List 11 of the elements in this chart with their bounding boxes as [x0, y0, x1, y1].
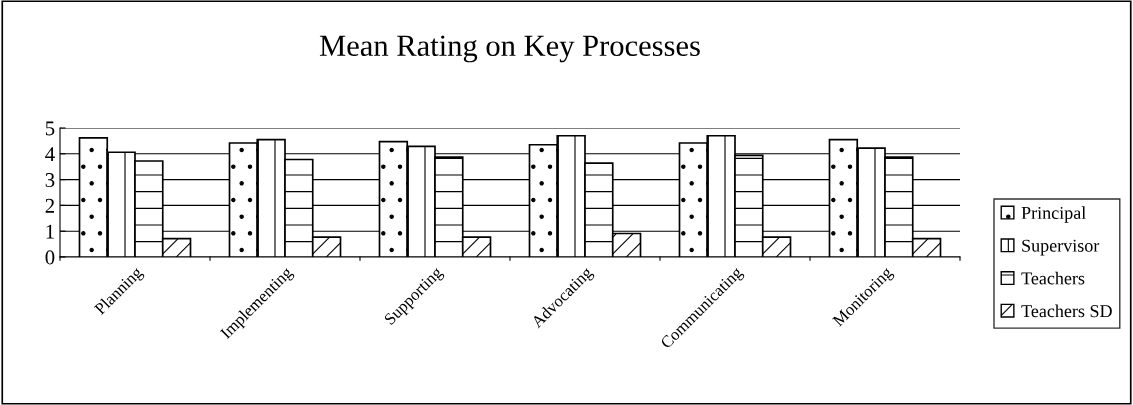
y-tick-label: 1	[46, 224, 54, 239]
legend-label: Teachers SD	[1021, 304, 1112, 318]
legend-label: Teachers	[1021, 271, 1085, 285]
chart-title: Mean Rating on Key Processes	[319, 35, 700, 63]
legend-label: Supervisor	[1022, 239, 1100, 256]
y-tick-label: 0	[45, 250, 55, 265]
y-tick-label: 2	[45, 198, 54, 213]
y-tick-label: 5	[45, 121, 55, 136]
y-tick-label: 3	[45, 173, 55, 188]
y-tick-label: 4	[45, 147, 55, 162]
legend-label: Principal	[1021, 206, 1086, 223]
